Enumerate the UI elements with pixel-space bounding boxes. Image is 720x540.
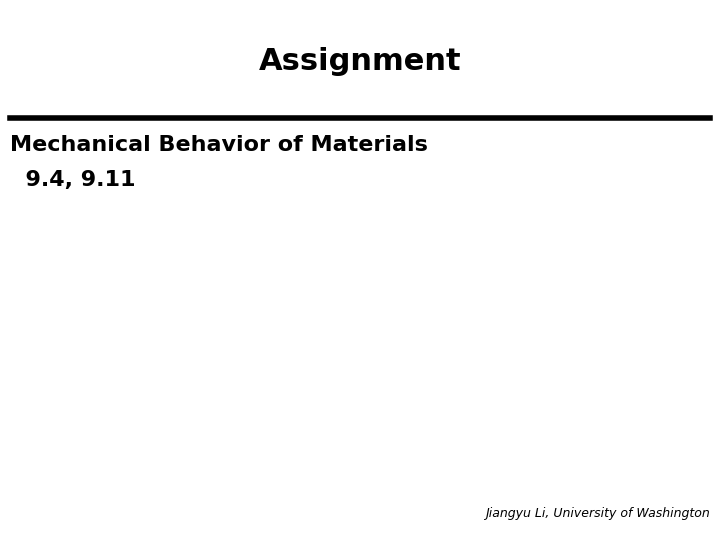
Text: 9.4, 9.11: 9.4, 9.11 — [10, 170, 135, 190]
Text: Mechanical Behavior of Materials: Mechanical Behavior of Materials — [10, 135, 428, 155]
Text: Jiangyu Li, University of Washington: Jiangyu Li, University of Washington — [485, 507, 710, 520]
Text: Assignment: Assignment — [258, 48, 462, 77]
